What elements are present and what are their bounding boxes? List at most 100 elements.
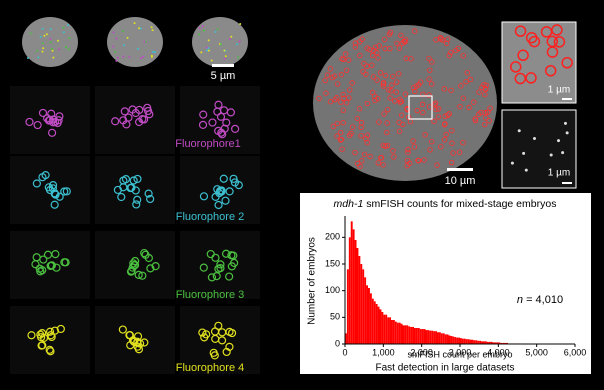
bar [471,339,474,344]
bar [479,340,482,344]
detection [448,87,454,94]
bar [438,332,441,344]
detection [405,146,411,153]
bar [502,342,505,344]
bar [358,256,361,344]
detection [483,82,490,89]
spot-ring [130,261,139,270]
spot [68,37,71,40]
spot [122,55,125,58]
spot-ring [199,192,209,201]
bar [423,329,426,344]
detection [402,91,409,97]
spot-ring [222,347,231,357]
detection [375,95,381,102]
bar [494,342,497,344]
detection [411,28,418,34]
bar [352,229,355,344]
spot-ring [227,251,236,260]
detection [471,99,477,105]
spot-ring [36,330,45,339]
detection [358,124,364,131]
bar [444,334,447,344]
spot [116,56,119,59]
spot-ring [225,187,234,196]
detection [398,99,404,105]
spot-ring [134,270,143,279]
detection [432,100,439,106]
detection [357,52,363,59]
bar [392,320,395,344]
detection [343,67,350,73]
y-axis-label: Number of embryos [307,237,318,325]
spot [549,153,553,157]
detection [364,45,370,51]
bar [373,301,376,344]
spot-ring [143,103,152,112]
detection [514,72,527,85]
spot [151,29,154,32]
detection [361,60,367,67]
bar [391,320,393,344]
detection [340,91,346,98]
spot-ring [222,118,231,127]
detection [396,71,402,77]
y-tick-label: 200 [325,232,340,242]
x-axis-label: smFISH count per embryo [407,349,512,359]
bar [410,326,413,344]
detection [517,49,529,62]
bar [368,288,370,344]
scale-bar [447,168,473,171]
detection [354,115,361,122]
spot [524,168,528,172]
detection [372,97,378,104]
spot [112,31,115,34]
spot-ring [118,325,127,334]
bar [379,309,382,344]
spot-ring [45,345,54,354]
detection [466,104,472,111]
spot-ring [52,263,61,272]
spot-ring [144,106,153,116]
spot [201,25,204,28]
detection [460,95,466,101]
detection [417,79,424,85]
detection [364,63,370,70]
detection [445,112,451,118]
spot [66,24,69,27]
detection [422,132,428,138]
detection [414,107,420,114]
detection [433,106,439,113]
detection [369,62,375,68]
spot [140,57,143,60]
spot-ring [38,108,48,118]
fluorophore-label: Fluorophore 3 [176,289,245,301]
spot [210,59,213,62]
bar [429,330,432,344]
detection [400,121,406,128]
x-tick-label: 3,000 [449,347,472,357]
detection [327,66,334,72]
caption: Fast detection in large datasets [376,363,515,374]
detection [442,113,448,119]
scale-label: 5 µm [211,70,236,82]
detection [427,67,433,73]
detection [381,111,387,117]
y-tick-label: 0 [335,338,340,348]
bar [402,325,405,344]
bar [389,317,391,344]
spot-ring [234,181,243,190]
detection [380,83,387,89]
detection [435,114,442,120]
bar [446,334,449,344]
x-tick-label: 2,000 [410,347,433,357]
detection [378,155,384,161]
detection [385,87,392,93]
y-tick-label: 150 [325,258,340,268]
detection [483,115,489,121]
detection [334,81,341,87]
spot-ring [126,267,136,276]
detection [448,159,455,166]
spot [49,28,52,31]
spot [198,27,201,30]
